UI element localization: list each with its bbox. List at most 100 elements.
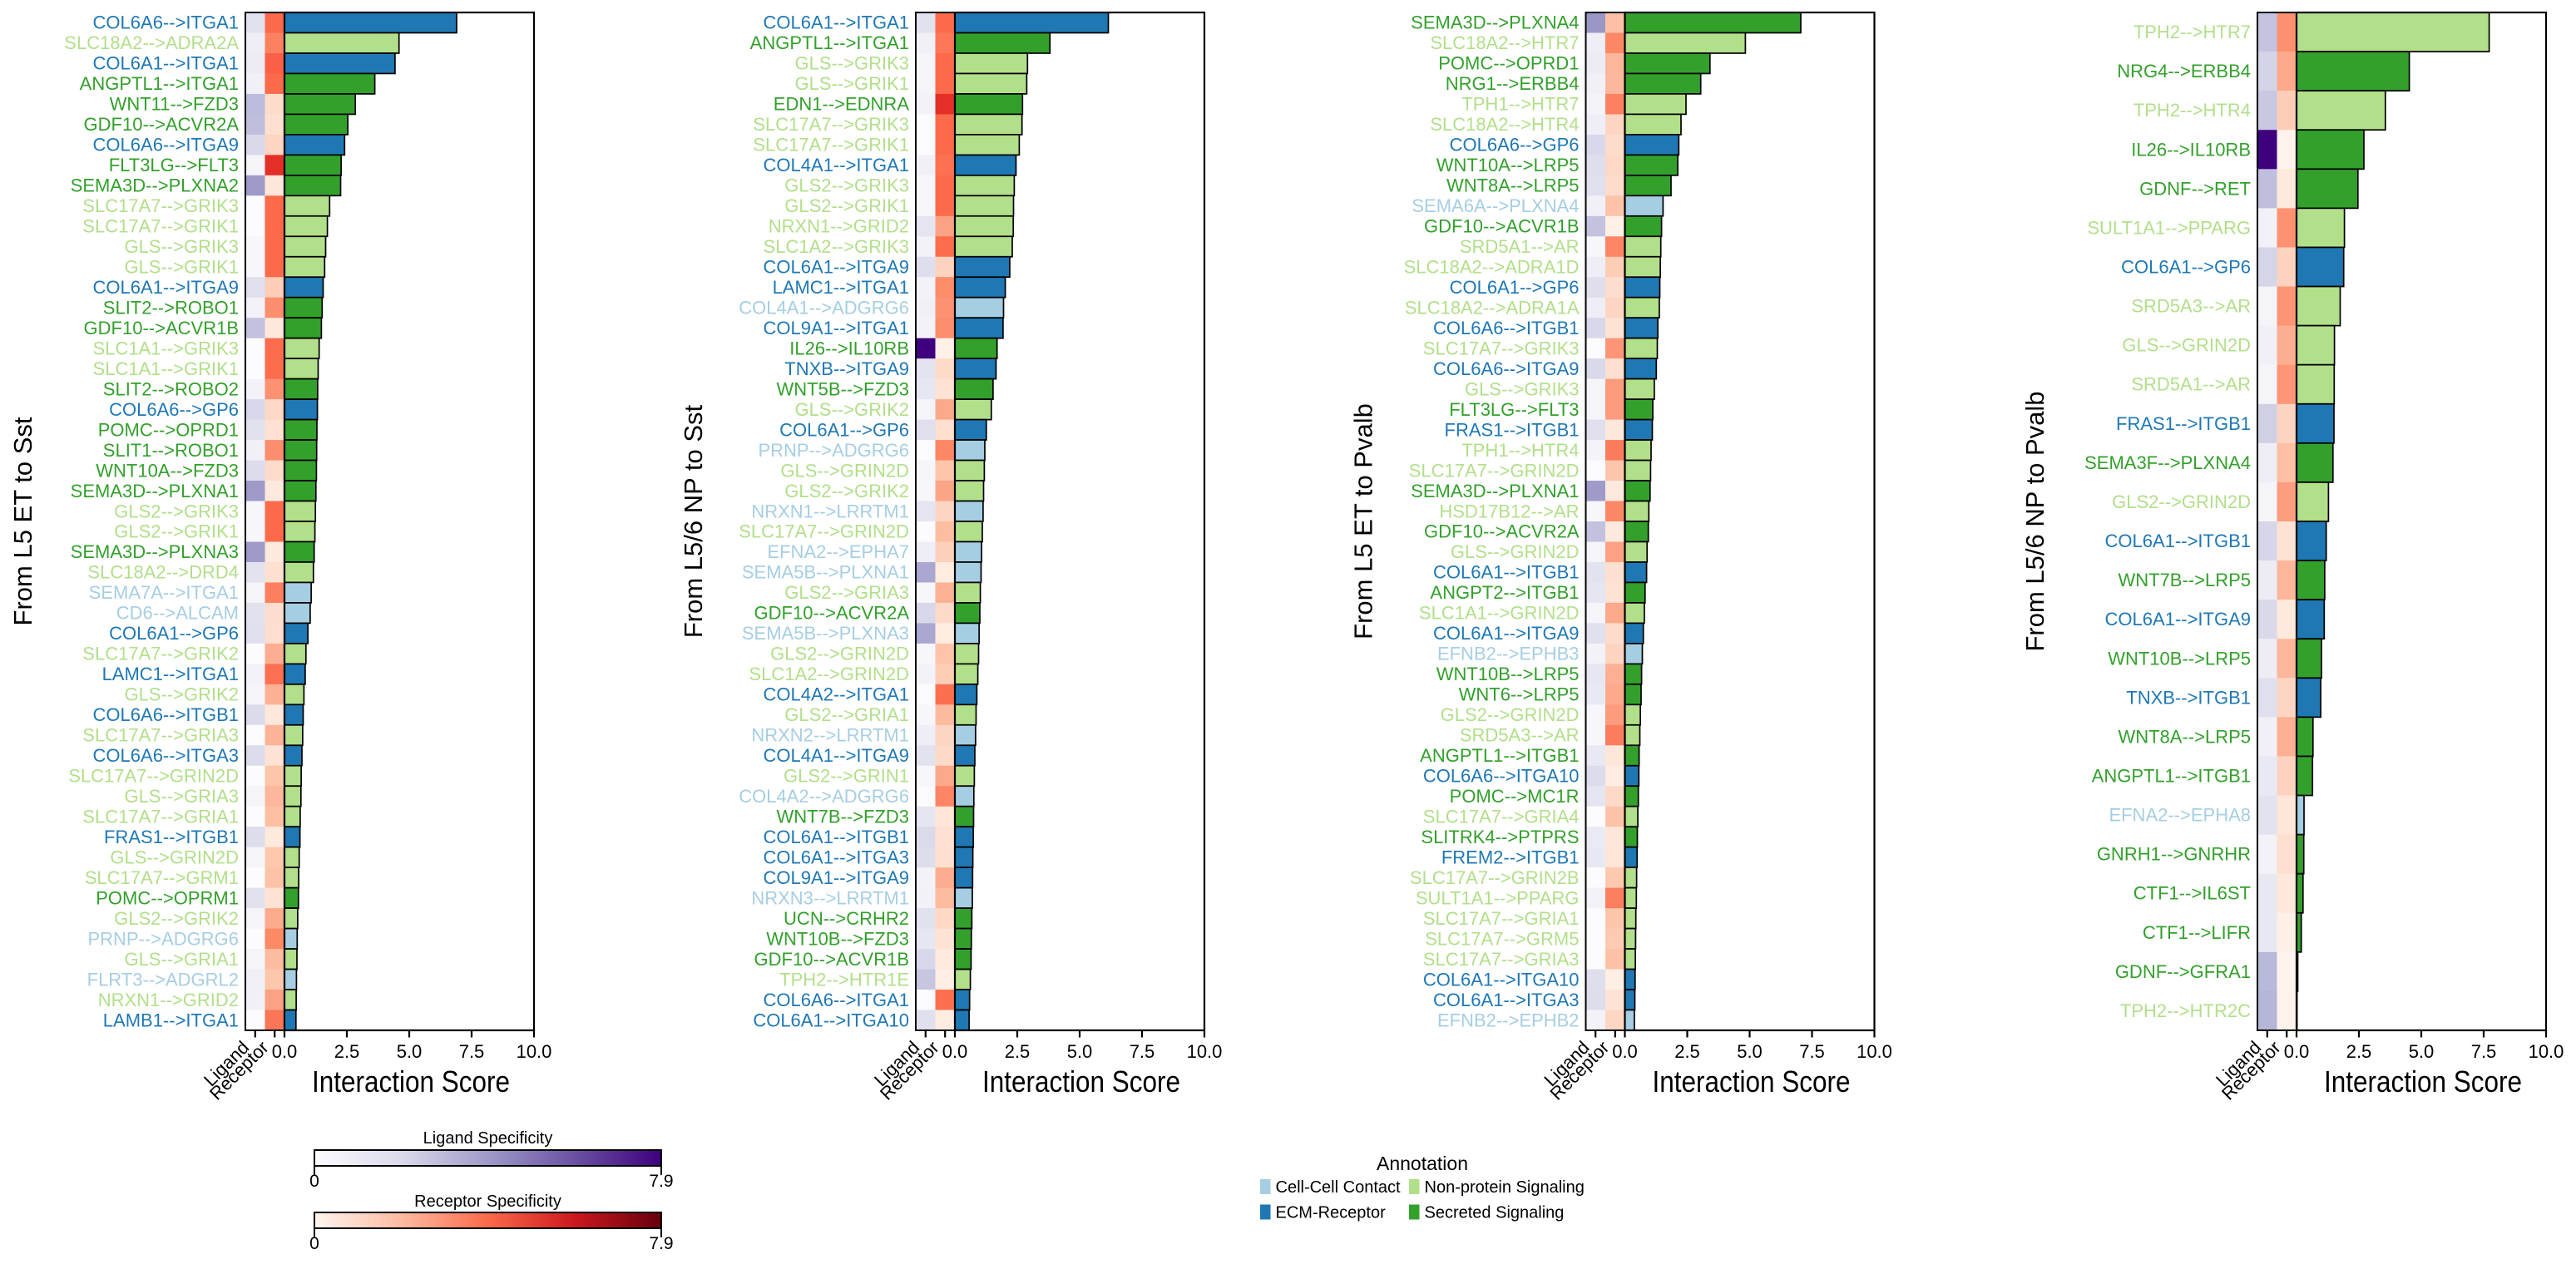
svg-text:FRAS1-->ITGB1: FRAS1-->ITGB1	[1445, 419, 1580, 440]
svg-text:SLC17A7-->GRIK3: SLC17A7-->GRIK3	[82, 195, 239, 216]
svg-text:EFNB2-->EPHB2: EFNB2-->EPHB2	[1437, 1010, 1580, 1030]
svg-text:SLC17A7-->GRIK1: SLC17A7-->GRIK1	[82, 216, 239, 237]
svg-text:LAMC1-->ITGA1: LAMC1-->ITGA1	[102, 664, 239, 684]
svg-text:Annotation: Annotation	[1377, 1153, 1468, 1174]
svg-text:COL6A6-->ITGA10: COL6A6-->ITGA10	[1423, 766, 1580, 787]
svg-text:2.5: 2.5	[334, 1041, 360, 1062]
svg-text:GLS-->GRIK1: GLS-->GRIK1	[794, 73, 909, 94]
svg-text:7.5: 7.5	[459, 1041, 485, 1062]
svg-text:ANGPTL1-->ITGA1: ANGPTL1-->ITGA1	[80, 73, 239, 94]
svg-text:SLC1A1-->GRIK3: SLC1A1-->GRIK3	[93, 338, 239, 358]
svg-text:COL6A1-->ITGA1: COL6A1-->ITGA1	[764, 12, 909, 33]
svg-text:WNT7B-->LRP5: WNT7B-->LRP5	[2118, 570, 2251, 590]
svg-text:SLC17A7-->GRIN2D: SLC17A7-->GRIN2D	[68, 766, 239, 787]
svg-text:10.0: 10.0	[517, 1041, 552, 1062]
svg-text:FLRT3-->ADGRL2: FLRT3-->ADGRL2	[87, 969, 239, 990]
svg-text:CTF1-->IL6ST: CTF1-->IL6ST	[2133, 883, 2251, 904]
svg-text:SLC17A7-->GRM5: SLC17A7-->GRM5	[1425, 928, 1579, 949]
svg-text:SRD5A3-->AR: SRD5A3-->AR	[2131, 296, 2251, 317]
svg-text:GLS-->GRIA1: GLS-->GRIA1	[124, 949, 239, 970]
svg-text:WNT10B-->LRP5: WNT10B-->LRP5	[1436, 664, 1580, 684]
svg-text:WNT10A-->LRP5: WNT10A-->LRP5	[1436, 155, 1580, 175]
svg-text:Non-protein Signaling: Non-protein Signaling	[1425, 1178, 1585, 1197]
svg-text:GLS2-->GRIK2: GLS2-->GRIK2	[784, 481, 909, 501]
svg-text:5.0: 5.0	[1067, 1041, 1093, 1062]
svg-text:Cell-Cell Contact: Cell-Cell Contact	[1276, 1178, 1401, 1197]
svg-text:Ligand Specificity: Ligand Specificity	[423, 1129, 553, 1148]
svg-text:GLS-->GRIK2: GLS-->GRIK2	[794, 399, 909, 420]
svg-text:COL9A1-->ITGA9: COL9A1-->ITGA9	[764, 867, 909, 888]
svg-text:COL6A1-->ITGA3: COL6A1-->ITGA3	[1433, 990, 1579, 1010]
svg-text:FREM2-->ITGB1: FREM2-->ITGB1	[1441, 847, 1580, 867]
svg-text:GLS2-->GRIA3: GLS2-->GRIA3	[784, 582, 909, 603]
svg-text:SEMA5B-->PLXNA1: SEMA5B-->PLXNA1	[742, 562, 909, 583]
svg-text:7.9: 7.9	[649, 1172, 673, 1191]
svg-text:SEMA3D-->PLXNA1: SEMA3D-->PLXNA1	[71, 481, 239, 501]
svg-text:SULT1A1-->PPARG: SULT1A1-->PPARG	[2087, 217, 2251, 238]
svg-text:SRD5A1-->AR: SRD5A1-->AR	[1460, 236, 1580, 257]
svg-text:Interaction Score: Interaction Score	[312, 1064, 510, 1099]
svg-text:COL6A1-->ITGA10: COL6A1-->ITGA10	[1423, 969, 1580, 990]
svg-text:SLC1A1-->GRIK1: SLC1A1-->GRIK1	[93, 358, 239, 379]
svg-text:GLS2-->GRIK2: GLS2-->GRIK2	[114, 908, 239, 929]
svg-text:SLC17A7-->GRIN2B: SLC17A7-->GRIN2B	[1410, 867, 1580, 888]
svg-text:5.0: 5.0	[2409, 1041, 2435, 1062]
svg-text:GLS-->GRIK1: GLS-->GRIK1	[124, 257, 239, 278]
svg-text:TNXB-->ITGB1: TNXB-->ITGB1	[2126, 687, 2251, 708]
svg-text:GLS-->GRIN2D: GLS-->GRIN2D	[1451, 541, 1580, 562]
svg-text:GLS2-->GRIN2D: GLS2-->GRIN2D	[2112, 491, 2251, 512]
svg-text:SEMA6A-->PLXNA4: SEMA6A-->PLXNA4	[1412, 195, 1579, 216]
svg-text:WNT10A-->FZD3: WNT10A-->FZD3	[96, 460, 239, 481]
svg-text:GLS2-->GRIK3: GLS2-->GRIK3	[784, 175, 909, 196]
svg-text:NRXN1-->GRID2: NRXN1-->GRID2	[769, 216, 909, 237]
svg-text:FLT3LG-->FLT3: FLT3LG-->FLT3	[1449, 399, 1579, 420]
svg-text:SLC18A2-->HTR4: SLC18A2-->HTR4	[1430, 114, 1579, 135]
svg-text:Interaction Score: Interaction Score	[1653, 1064, 1851, 1099]
svg-text:GDF10-->ACVR1B: GDF10-->ACVR1B	[84, 318, 239, 338]
svg-text:GLS-->GRIN2D: GLS-->GRIN2D	[110, 847, 239, 867]
svg-text:SLC17A7-->GRIK1: SLC17A7-->GRIK1	[753, 135, 909, 156]
svg-text:COL6A1-->ITGA1: COL6A1-->ITGA1	[93, 53, 239, 74]
svg-text:NRXN1-->GRID2: NRXN1-->GRID2	[98, 990, 239, 1010]
svg-text:7.5: 7.5	[1130, 1041, 1155, 1062]
svg-text:7.9: 7.9	[649, 1234, 673, 1253]
svg-text:Interaction Score: Interaction Score	[2324, 1064, 2522, 1099]
svg-text:COL6A1-->ITGA9: COL6A1-->ITGA9	[764, 257, 909, 278]
svg-text:COL4A2-->ADGRG6: COL4A2-->ADGRG6	[739, 786, 909, 807]
svg-text:GLS-->GRIK3: GLS-->GRIK3	[794, 53, 909, 74]
svg-text:Interaction Score: Interaction Score	[982, 1064, 1180, 1099]
svg-text:SLC18A2-->ADRA1D: SLC18A2-->ADRA1D	[1404, 257, 1580, 278]
svg-text:TPH1-->HTR7: TPH1-->HTR7	[1461, 94, 1579, 115]
svg-text:NRXN3-->LRRTM1: NRXN3-->LRRTM1	[751, 887, 909, 908]
svg-text:SLC17A7-->GRIA1: SLC17A7-->GRIA1	[82, 806, 239, 827]
svg-text:Receptor Specificity: Receptor Specificity	[414, 1192, 561, 1211]
svg-text:5.0: 5.0	[397, 1041, 423, 1062]
svg-text:WNT5B-->FZD3: WNT5B-->FZD3	[777, 378, 910, 399]
svg-text:GLS2-->GRIK1: GLS2-->GRIK1	[114, 521, 239, 542]
svg-text:COL6A6-->ITGA9: COL6A6-->ITGA9	[93, 135, 239, 156]
svg-text:EFNB2-->EPHB3: EFNB2-->EPHB3	[1437, 644, 1580, 664]
svg-text:GLS2-->GRIK1: GLS2-->GRIK1	[784, 195, 909, 216]
svg-text:COL9A1-->ITGA1: COL9A1-->ITGA1	[764, 318, 909, 338]
svg-text:0: 0	[309, 1172, 319, 1191]
svg-text:TPH2-->HTR4: TPH2-->HTR4	[2133, 100, 2251, 121]
svg-text:GLS2-->GRIK3: GLS2-->GRIK3	[114, 501, 239, 521]
svg-text:POMC-->MC1R: POMC-->MC1R	[1450, 786, 1580, 807]
svg-text:COL6A1-->GP6: COL6A1-->GP6	[1450, 277, 1580, 298]
svg-text:GDF10-->ACVR1B: GDF10-->ACVR1B	[754, 949, 909, 970]
svg-text:SLIT2-->ROBO1: SLIT2-->ROBO1	[103, 297, 239, 318]
svg-text:COL6A1-->GP6: COL6A1-->GP6	[109, 623, 239, 644]
svg-text:GDF10-->ACVR2A: GDF10-->ACVR2A	[84, 114, 240, 135]
svg-text:TPH2-->HTR1E: TPH2-->HTR1E	[779, 969, 909, 990]
svg-text:WNT11-->FZD3: WNT11-->FZD3	[110, 94, 239, 115]
svg-text:SLC17A7-->GRM1: SLC17A7-->GRM1	[85, 867, 239, 888]
svg-text:LAMC1-->ITGA1: LAMC1-->ITGA1	[773, 277, 909, 298]
svg-text:FRAS1-->ITGB1: FRAS1-->ITGB1	[2116, 413, 2251, 434]
svg-text:GLS-->GRIK3: GLS-->GRIK3	[124, 236, 239, 257]
svg-text:SLC18A2-->ADRA1A: SLC18A2-->ADRA1A	[1405, 297, 1580, 318]
svg-text:SLC1A2-->GRIN2D: SLC1A2-->GRIN2D	[749, 664, 909, 684]
svg-text:SLC18A2-->ADRA2A: SLC18A2-->ADRA2A	[64, 32, 239, 53]
svg-text:2.5: 2.5	[1674, 1041, 1700, 1062]
svg-text:SEMA3F-->PLXNA4: SEMA3F-->PLXNA4	[2084, 452, 2251, 473]
svg-text:POMC-->OPRD1: POMC-->OPRD1	[98, 419, 239, 440]
